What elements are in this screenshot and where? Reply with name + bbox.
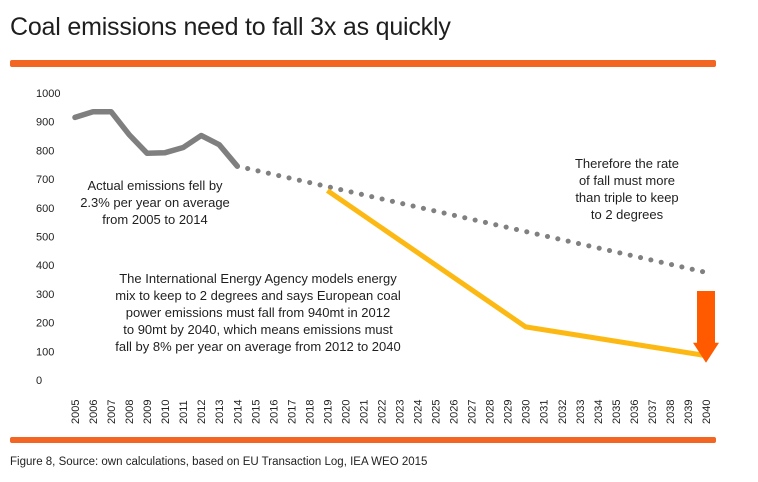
y-tick-label: 700	[36, 174, 54, 186]
x-tick-label: 2033	[575, 400, 587, 424]
y-tick-label: 500	[36, 232, 54, 244]
x-axis: 2005 2006 2007 2008 2009 2010 2011 2012 2013 2014…	[70, 400, 713, 424]
x-tick-label: 2015	[250, 400, 262, 424]
x-tick-label: 2018	[304, 400, 316, 424]
x-tick-label: 2006	[88, 400, 100, 424]
x-tick-label: 2023	[395, 400, 407, 424]
x-tick-label: 2039	[683, 400, 695, 424]
annotation-iea-line: The International Energy Agency models e…	[119, 271, 397, 286]
bottom-rule-graphic	[10, 437, 716, 443]
x-tick-label: 2025	[431, 400, 443, 424]
annotation-actual-line: from 2005 to 2014	[102, 212, 208, 227]
annotation-iea-line: to 90mt by 2040, which means emissions m…	[123, 322, 393, 337]
y-tick-label: 900	[36, 117, 54, 129]
annotation-iea-line: power emissions must fall from 940mt in …	[126, 305, 390, 320]
series-layer	[72, 108, 709, 359]
top-rule-graphic	[10, 60, 716, 67]
x-tick-label: 2029	[503, 400, 515, 424]
series-line-solid-grey	[72, 108, 241, 169]
y-tick-label: 0	[36, 375, 42, 387]
annotation-rate-line: Therefore the rate	[575, 156, 679, 171]
x-tick-label: 2026	[449, 400, 461, 424]
x-tick-label: 2038	[665, 400, 677, 424]
y-tick-label: 100	[36, 346, 54, 358]
y-tick-label: 300	[36, 289, 54, 301]
annotation-iea-line: mix to keep to 2 degrees and says Europe…	[115, 288, 401, 303]
series-line-solid-yellow	[325, 188, 707, 359]
y-tick-label: 200	[36, 318, 54, 330]
y-tick-label: 1000	[36, 88, 60, 100]
x-tick-label: 2037	[647, 400, 659, 424]
annotation-rate-line: of fall must more	[579, 173, 675, 188]
top-rule	[10, 59, 716, 68]
x-tick-label: 2017	[286, 400, 298, 424]
x-tick-label: 2020	[340, 400, 352, 424]
annotation-rate-line: to 2 degrees	[591, 207, 664, 222]
x-tick-label: 2009	[142, 400, 154, 424]
series-line-dotted-grey	[234, 163, 709, 275]
figure-caption: Figure 8, Source: own calculations, base…	[10, 456, 428, 468]
x-tick-label: 2031	[539, 400, 551, 424]
x-tick-label: 2040	[701, 400, 713, 424]
x-tick-label: 2032	[557, 400, 569, 424]
annotation-actual-line: Actual emissions fell by	[87, 178, 223, 193]
y-tick-label: 800	[36, 145, 54, 157]
x-tick-label: 2016	[268, 400, 280, 424]
decline-arrow	[693, 291, 719, 363]
chart-title: Coal emissions need to fall 3x as quickl…	[10, 13, 451, 41]
bottom-rule	[10, 437, 716, 444]
x-tick-label: 2014	[232, 400, 244, 424]
annotations: Actual emissions fell by 2.3% per year on…	[80, 156, 679, 354]
x-tick-label: 2030	[521, 400, 533, 424]
x-tick-label: 2036	[629, 400, 641, 424]
x-tick-label: 2010	[160, 400, 172, 424]
y-axis: 0 100 200 300 400 500 600 700 800 900 1000	[36, 88, 60, 387]
y-tick-label: 600	[36, 203, 54, 215]
x-tick-label: 2012	[196, 400, 208, 424]
x-tick-label: 2007	[106, 400, 118, 424]
x-tick-label: 2008	[124, 400, 136, 424]
x-tick-label: 2021	[358, 400, 370, 424]
x-tick-label: 2027	[467, 400, 479, 424]
arrow-layer	[693, 291, 719, 363]
x-tick-label: 2035	[611, 400, 623, 424]
x-tick-label: 2005	[70, 400, 82, 424]
annotation-rate-line: than triple to keep	[575, 190, 678, 205]
annotation-iea-line: fall by 8% per year on average from 2012…	[115, 339, 400, 354]
y-tick-label: 400	[36, 260, 54, 272]
x-tick-label: 2024	[413, 400, 425, 424]
x-tick-label: 2019	[322, 400, 334, 424]
annotation-actual-line: 2.3% per year on average	[80, 195, 230, 210]
x-tick-label: 2028	[485, 400, 497, 424]
x-tick-label: 2013	[214, 400, 226, 424]
x-tick-label: 2011	[178, 400, 190, 424]
x-tick-label: 2034	[593, 400, 605, 424]
x-tick-label: 2022	[376, 400, 388, 424]
